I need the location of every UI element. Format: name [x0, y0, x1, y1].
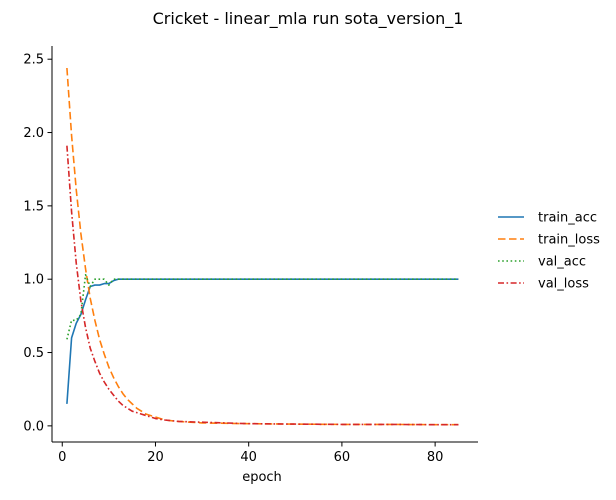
y-tick-label: 0.5: [23, 346, 44, 361]
plot-area: [66, 67, 459, 426]
x-tick-label: 0: [58, 450, 66, 465]
axes-layer: 0 20 40 60 80 0.0 0.5 1.0 1.5 2.0 2.5: [23, 46, 478, 465]
y-tick-label: 1.0: [23, 273, 44, 288]
series-val-loss: [66, 145, 459, 426]
legend-label-train-acc: train_acc: [538, 211, 597, 226]
legend-label-val-loss: val_loss: [538, 277, 589, 292]
series-train-loss: [66, 67, 459, 426]
y-tick-label: 0.0: [23, 419, 44, 434]
x-axis-label: epoch: [242, 470, 282, 485]
legend-item-val-loss: val_loss: [498, 277, 589, 292]
x-tick-label: 80: [427, 450, 444, 465]
y-tick-label: 2.0: [23, 126, 44, 141]
legend-item-train-acc: train_acc: [498, 211, 597, 226]
legend: train_acc train_loss val_acc val_loss: [498, 211, 600, 292]
series-line-train-loss: [66, 67, 459, 426]
x-tick-label: 20: [147, 450, 164, 465]
legend-item-val-acc: val_acc: [498, 255, 586, 270]
legend-label-val-acc: val_acc: [538, 255, 586, 270]
x-tick-label: 60: [334, 450, 351, 465]
y-tick-label: 1.5: [23, 199, 44, 214]
series-line-val-loss: [66, 145, 459, 426]
y-tick-label: 2.5: [23, 53, 44, 68]
legend-item-train-loss: train_loss: [498, 233, 600, 248]
chart-title: Cricket - linear_mla run sota_version_1: [153, 9, 464, 29]
series-line-val-acc: [66, 273, 459, 340]
x-tick-label: 40: [240, 450, 257, 465]
series-val-acc: [66, 273, 459, 340]
legend-label-train-loss: train_loss: [538, 233, 600, 248]
